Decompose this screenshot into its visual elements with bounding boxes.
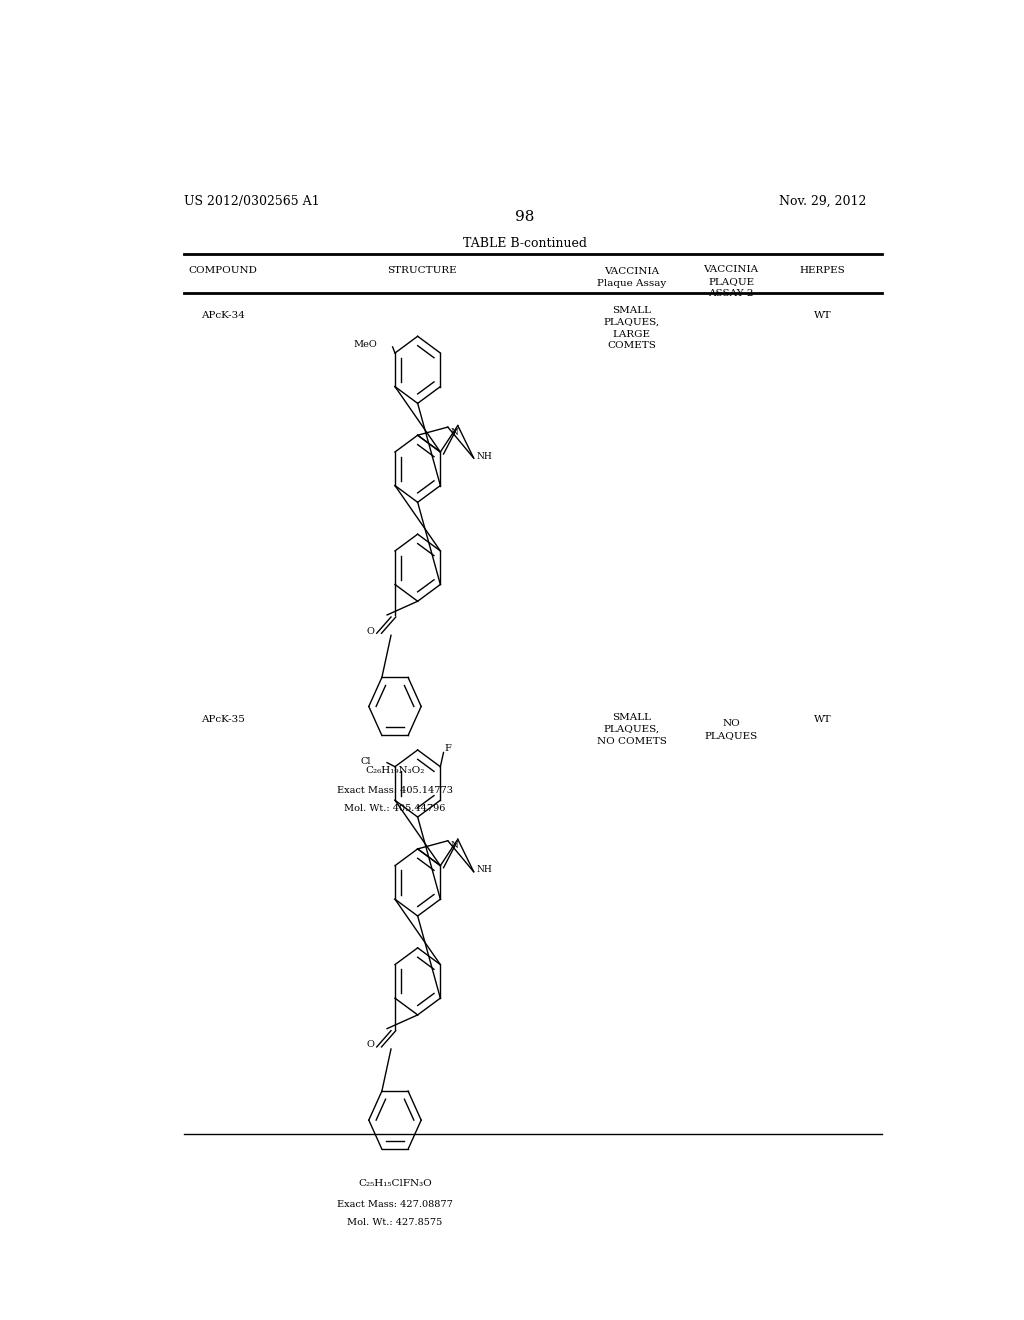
Text: Nov. 29, 2012: Nov. 29, 2012 (778, 194, 866, 207)
Text: VACCINIA
PLAQUE
ASSAY 2: VACCINIA PLAQUE ASSAY 2 (703, 265, 759, 298)
Text: SMALL
PLAQUES,
NO COMETS: SMALL PLAQUES, NO COMETS (597, 713, 667, 746)
Text: Exact Mass: 405.14773: Exact Mass: 405.14773 (337, 785, 453, 795)
Text: F: F (444, 744, 452, 752)
Text: HERPES: HERPES (800, 265, 845, 275)
Text: MeO: MeO (353, 341, 378, 350)
Text: Mol. Wt.: 405.44796: Mol. Wt.: 405.44796 (344, 804, 445, 813)
Text: SMALL
PLAQUES,
LARGE
COMETS: SMALL PLAQUES, LARGE COMETS (604, 306, 660, 350)
Text: STRUCTURE: STRUCTURE (387, 265, 457, 275)
Text: N: N (451, 428, 458, 437)
Text: NO
PLAQUES: NO PLAQUES (705, 719, 758, 741)
Text: N: N (451, 841, 458, 850)
Text: WT: WT (814, 312, 831, 321)
Text: O: O (367, 1040, 375, 1049)
Text: COMPOUND: COMPOUND (188, 265, 258, 275)
Text: NH: NH (477, 451, 493, 461)
Text: O: O (367, 627, 375, 636)
Text: 98: 98 (515, 210, 535, 224)
Text: C₂₆H₁₉N₃O₂: C₂₆H₁₉N₃O₂ (366, 766, 425, 775)
Text: NH: NH (477, 865, 493, 874)
Text: VACCINIA
Plaque Assay: VACCINIA Plaque Assay (597, 267, 667, 288)
Text: APcK-34: APcK-34 (202, 312, 245, 321)
Text: C₂₅H₁₅ClFN₃O: C₂₅H₁₅ClFN₃O (358, 1179, 432, 1188)
Text: WT: WT (814, 715, 831, 723)
Text: APcK-35: APcK-35 (202, 715, 245, 723)
Text: Exact Mass: 427.08877: Exact Mass: 427.08877 (337, 1200, 453, 1209)
Text: TABLE B-continued: TABLE B-continued (463, 238, 587, 251)
Text: US 2012/0302565 A1: US 2012/0302565 A1 (183, 194, 319, 207)
Text: Mol. Wt.: 427.8575: Mol. Wt.: 427.8575 (347, 1218, 442, 1228)
Text: Cl: Cl (360, 758, 371, 766)
